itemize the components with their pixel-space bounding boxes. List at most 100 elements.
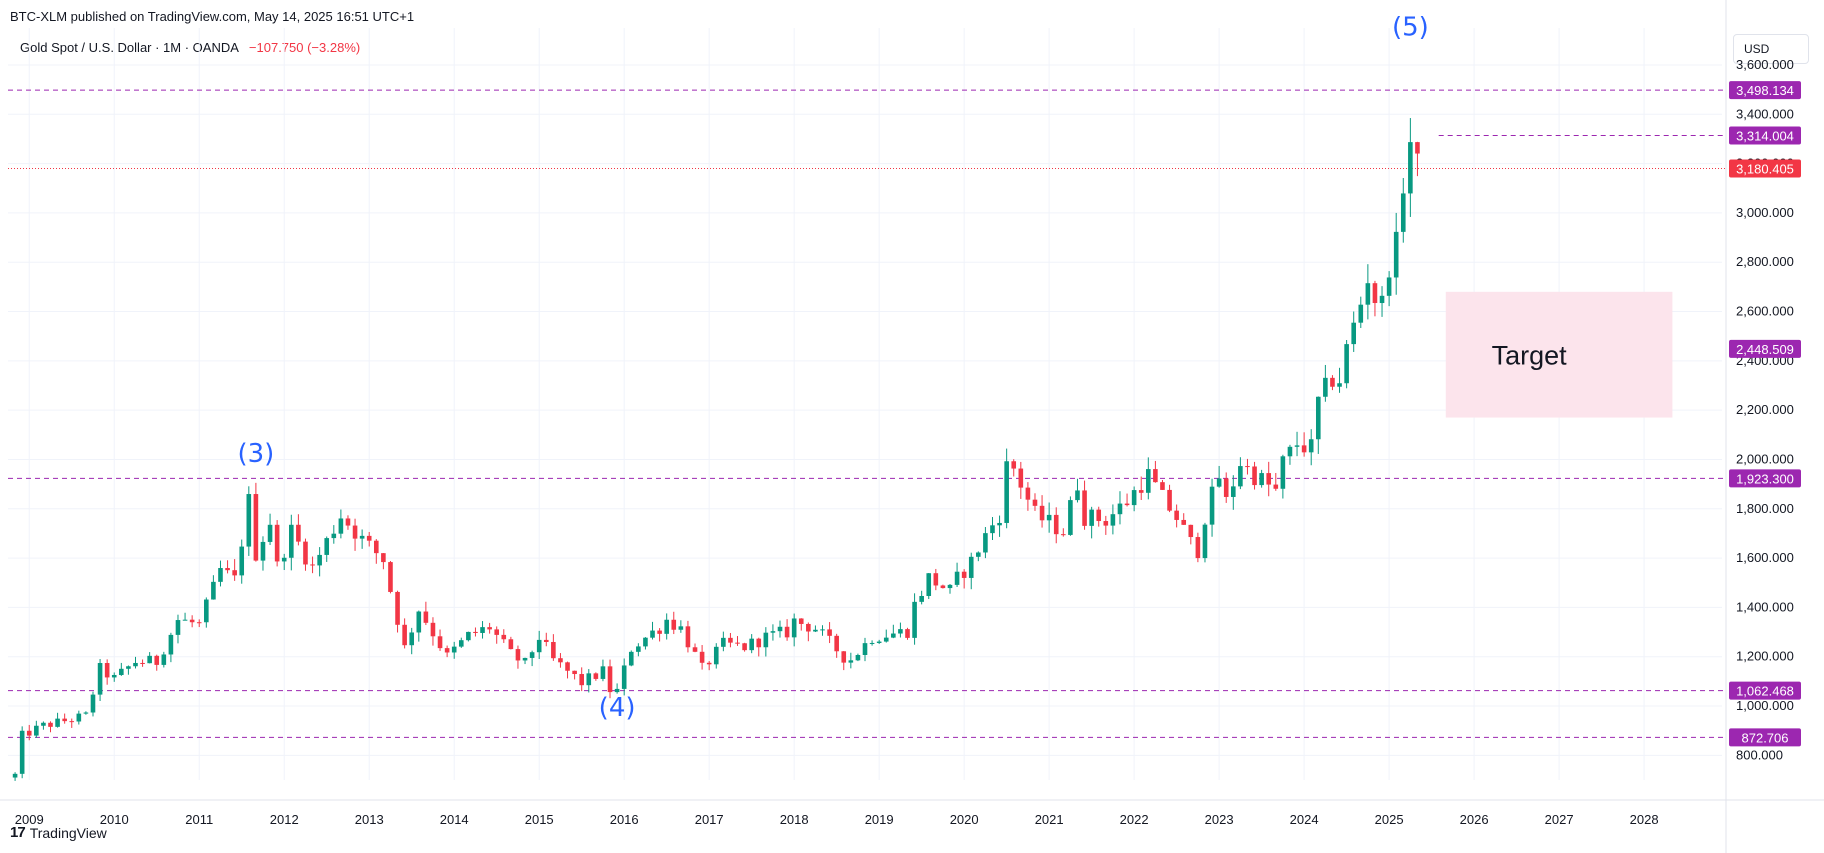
- candle-body: [1408, 142, 1413, 194]
- candle-body: [182, 619, 188, 621]
- candle-body: [664, 619, 669, 634]
- candle-body: [111, 674, 117, 678]
- x-axis: 2009 2010 2011 2012 2013 2014 2015 2016 2017 2018…: [0, 799, 1824, 827]
- candle-body: [296, 524, 301, 542]
- candle-body: [303, 541, 308, 565]
- last-price-tag: 3,180.405: [1736, 161, 1794, 176]
- y-axis[interactable]: 800.000 1,000.000 1,200.000 1,400.000 1,600.…: [1725, 0, 1794, 853]
- candle-body: [1103, 521, 1109, 526]
- x-tick-label: 2027: [1545, 812, 1574, 827]
- candle-body: [565, 662, 570, 671]
- candle-body: [593, 673, 599, 679]
- candle-body: [1167, 489, 1172, 511]
- candle-body: [636, 646, 641, 652]
- level-lines: [8, 89, 1726, 738]
- price-tags: 3,498.134 3,314.004 2,448.509 1,923.300 1,06…: [1729, 81, 1801, 747]
- candle-body: [267, 524, 273, 542]
- candle-body: [62, 718, 67, 722]
- candle-body: [189, 619, 195, 623]
- candle-body: [529, 652, 535, 658]
- candle-body: [1315, 396, 1321, 440]
- candle-body: [756, 638, 762, 648]
- candle-body: [933, 573, 939, 586]
- candle-body: [905, 629, 910, 638]
- y-tick-label: 3,400.000: [1736, 106, 1794, 121]
- candle-body: [813, 629, 818, 632]
- candle-body: [97, 663, 103, 695]
- candle-body: [317, 554, 322, 566]
- candle-body: [416, 611, 422, 633]
- candle-body: [1323, 377, 1328, 397]
- candle-body: [721, 637, 726, 647]
- candle-body: [678, 626, 684, 630]
- candle-body: [1344, 344, 1349, 384]
- candle-body: [650, 630, 655, 638]
- candle-body: [600, 666, 606, 679]
- candle-body: [735, 642, 740, 644]
- candle-body: [1351, 322, 1357, 345]
- candle-body: [324, 538, 330, 555]
- candle-body: [621, 665, 627, 689]
- candle-body: [1053, 514, 1059, 535]
- level-price-tag: 2,448.509: [1736, 342, 1794, 357]
- candle-body: [395, 591, 400, 625]
- y-tick-label: 1,400.000: [1736, 599, 1794, 614]
- candle-body: [1039, 505, 1045, 521]
- candle-body: [133, 662, 138, 667]
- wave-labels: (3) (4) (5): [237, 12, 1428, 722]
- candle-body: [1011, 461, 1017, 469]
- candle-body: [1386, 277, 1392, 296]
- candle-body: [1131, 490, 1137, 506]
- candle-body: [175, 620, 181, 635]
- candle-body: [742, 643, 747, 651]
- candle-body: [345, 518, 351, 526]
- candle-body: [883, 637, 889, 642]
- candle-body: [940, 585, 946, 589]
- candle-body: [239, 546, 245, 576]
- candle-body: [147, 655, 152, 664]
- candle-body: [1294, 445, 1300, 447]
- candle-body: [855, 654, 861, 661]
- x-tick-label: 2026: [1460, 812, 1489, 827]
- candle-body: [409, 632, 415, 646]
- candle-body: [1004, 461, 1009, 523]
- x-tick-label: 2022: [1120, 812, 1149, 827]
- x-tick-label: 2019: [865, 812, 894, 827]
- candle-body: [26, 730, 32, 736]
- tradingview-brand[interactable]: 17 TradingView: [10, 824, 107, 841]
- candle-body: [83, 712, 89, 714]
- brand-name: TradingView: [29, 824, 107, 841]
- candle-body: [926, 573, 932, 596]
- x-tick-label: 2021: [1035, 812, 1064, 827]
- wave-label: (5): [1392, 12, 1429, 42]
- y-tick-label: 1,800.000: [1736, 501, 1794, 516]
- candle-body: [196, 622, 202, 624]
- x-tick-label: 2012: [270, 812, 299, 827]
- candle-body: [806, 623, 811, 632]
- candle-body: [791, 618, 797, 638]
- currency-button[interactable]: USD: [1733, 34, 1809, 64]
- candle-body: [536, 639, 542, 653]
- candle-body: [657, 630, 662, 634]
- candle-body: [140, 662, 145, 664]
- candle-body: [260, 541, 266, 561]
- candle-body: [55, 718, 60, 727]
- candle-body: [692, 647, 698, 652]
- level-price-tag-bg: [1729, 469, 1801, 488]
- candle-body: [898, 629, 903, 634]
- x-tick-label: 2025: [1375, 812, 1404, 827]
- candle-body: [218, 568, 223, 582]
- candle-body: [551, 641, 556, 659]
- candle-body: [154, 655, 160, 665]
- candle-body: [473, 631, 478, 633]
- candle-body: [104, 663, 110, 678]
- publish-attribution: BTC-XLM published on TradingView.com, Ma…: [10, 9, 415, 24]
- candle-body: [1075, 490, 1080, 501]
- x-tick-label: 2010: [100, 812, 129, 827]
- target-label: Target: [1492, 341, 1568, 371]
- candle-body: [968, 556, 974, 578]
- candle-body: [246, 494, 252, 547]
- candle-body: [381, 553, 386, 563]
- candle-body: [1188, 524, 1194, 538]
